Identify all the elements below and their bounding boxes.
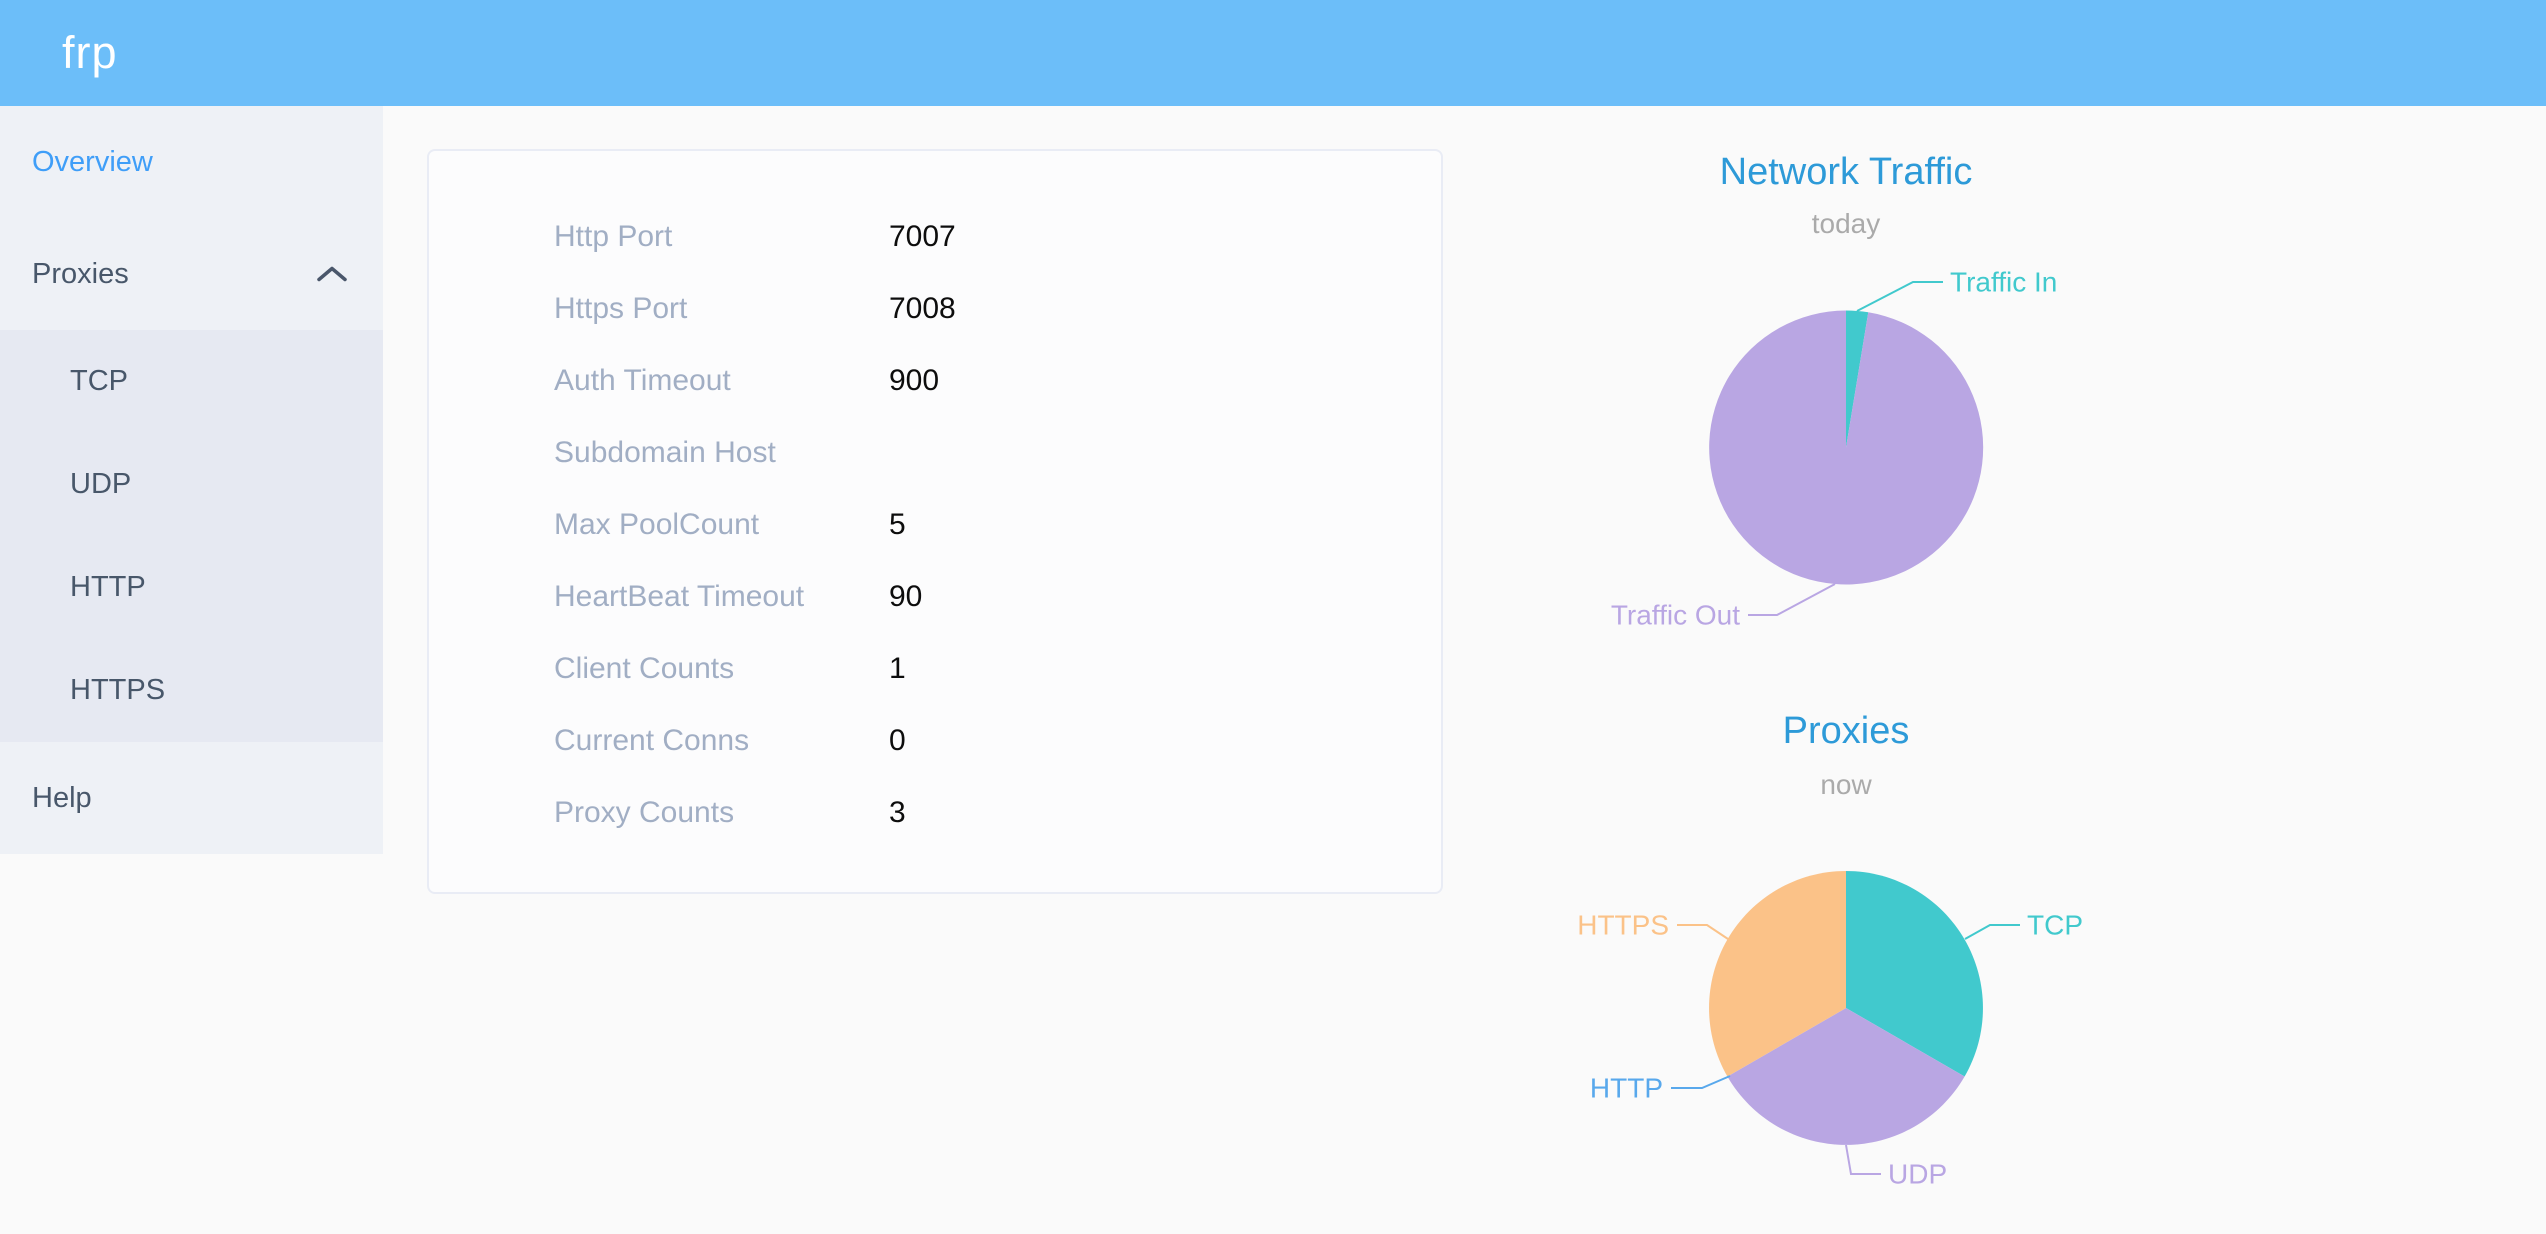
pie-label-https: HTTPS bbox=[1577, 910, 1669, 941]
info-row: Proxy Counts 3 bbox=[429, 777, 1441, 849]
pie-slice-udp[interactable] bbox=[1727, 1008, 1965, 1145]
proxies-chart-title: Proxies bbox=[1782, 710, 1910, 752]
info-row: Subdomain Host bbox=[429, 417, 1441, 489]
sidebar: Overview Proxies TCP UDP HTTP HTTPS Help bbox=[0, 106, 383, 854]
pie-label-line-tcp bbox=[1964, 924, 2020, 940]
info-label: Client Counts bbox=[554, 652, 735, 685]
chevron-up-icon bbox=[317, 266, 347, 282]
sidebar-item-proxies[interactable]: Proxies bbox=[0, 218, 383, 330]
sidebar-submenu: TCP UDP HTTP HTTPS bbox=[0, 330, 383, 742]
info-value: 90 bbox=[889, 580, 923, 613]
header: frp bbox=[0, 0, 2546, 106]
pie-slice-traffic-out[interactable] bbox=[1709, 310, 1984, 585]
info-value: 0 bbox=[889, 724, 906, 757]
pie-label-line-udp bbox=[1845, 1144, 1881, 1175]
pie-label-udp: UDP bbox=[1888, 1159, 1947, 1190]
info-label: Http Port bbox=[554, 220, 673, 253]
info-label: Proxy Counts bbox=[554, 796, 735, 829]
pie-label-line-http bbox=[1671, 1075, 1731, 1089]
proxies-chart-subtitle: now bbox=[1820, 769, 1872, 800]
pie-slice-traffic-in[interactable] bbox=[1846, 310, 1869, 448]
info-value: 1 bbox=[889, 652, 906, 685]
info-row: Client Counts 1 bbox=[429, 633, 1441, 705]
sidebar-item-https[interactable]: HTTPS bbox=[70, 674, 166, 706]
pie-label-traffic-out: Traffic Out bbox=[1611, 600, 1740, 631]
info-label: Max PoolCount bbox=[554, 508, 760, 541]
sidebar-item-help[interactable]: Help bbox=[0, 742, 383, 854]
info-value: 5 bbox=[889, 508, 906, 541]
sidebar-item-http[interactable]: HTTP bbox=[70, 571, 146, 603]
info-row: Auth Timeout 900 bbox=[429, 345, 1441, 417]
info-row: Current Conns 0 bbox=[429, 705, 1441, 777]
sidebar-item-udp[interactable]: UDP bbox=[70, 468, 132, 500]
info-value: 3 bbox=[889, 796, 906, 829]
info-value: 900 bbox=[889, 364, 940, 397]
pie-label-traffic-in: Traffic In bbox=[1950, 267, 2057, 298]
info-value: 7008 bbox=[889, 292, 956, 325]
pie-label-http: HTTP bbox=[1590, 1073, 1663, 1104]
info-row: Https Port 7008 bbox=[429, 273, 1441, 345]
server-info-card: Http Port 7007 Https Port 7008 Auth Time… bbox=[427, 149, 1443, 894]
pie-label-line-https bbox=[1677, 924, 1729, 940]
info-row: Max PoolCount 5 bbox=[429, 489, 1441, 561]
info-label: Subdomain Host bbox=[554, 436, 776, 469]
network-traffic-chart-title: Network Traffic bbox=[1719, 151, 1973, 193]
info-value: 7007 bbox=[889, 220, 956, 253]
network-traffic-chart-subtitle: today bbox=[1811, 208, 1881, 239]
info-row: HeartBeat Timeout 90 bbox=[429, 561, 1441, 633]
app-logo: frp bbox=[62, 27, 118, 78]
sidebar-item-help-label: Help bbox=[32, 781, 92, 814]
info-label: Current Conns bbox=[554, 724, 750, 757]
pie-slice-https[interactable] bbox=[1709, 871, 1846, 1077]
pie-label-line-traffic-out bbox=[1748, 583, 1836, 616]
pie-label-line-traffic-in bbox=[1856, 281, 1943, 312]
info-label: HeartBeat Timeout bbox=[554, 580, 805, 613]
sidebar-item-overview[interactable]: Overview bbox=[0, 106, 383, 218]
sidebar-item-overview-label: Overview bbox=[32, 145, 153, 178]
pie-slice-tcp[interactable] bbox=[1846, 871, 1983, 1077]
pie-label-tcp: TCP bbox=[2027, 910, 2083, 941]
info-row: Http Port 7007 bbox=[429, 201, 1441, 273]
info-label: Auth Timeout bbox=[554, 364, 731, 397]
sidebar-item-tcp[interactable]: TCP bbox=[70, 365, 128, 397]
sidebar-item-proxies-label: Proxies bbox=[32, 257, 129, 290]
info-label: Https Port bbox=[554, 292, 688, 325]
